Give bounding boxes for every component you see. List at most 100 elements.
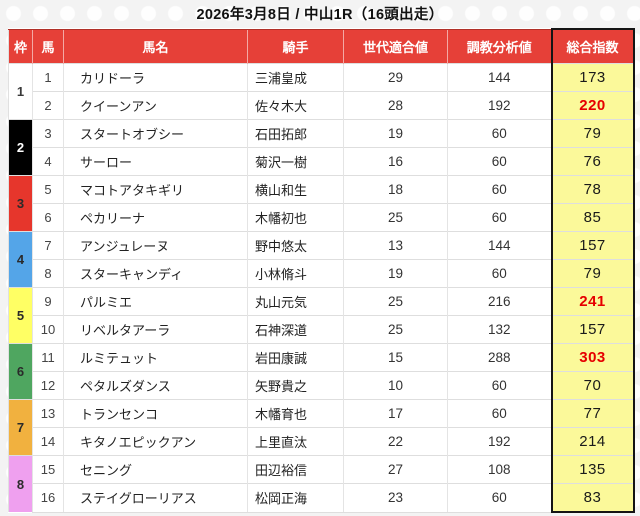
frame-cell: 7 [8,399,33,456]
generation-fit-cell: 15 [343,343,448,372]
training-analysis-cell: 216 [447,287,552,316]
table-row: 3 5 マコトアタキギリ 横山和生 18 60 78 [8,175,635,232]
horse-number-cell: 7 [32,231,64,260]
training-analysis-cell: 60 [447,259,552,288]
horse-number-cell: 6 [32,203,64,232]
col-header-horse-no: 馬 [32,28,64,64]
horse-name-cell: アンジュレーヌ [63,231,248,260]
jockey-cell: 矢野貴之 [247,371,344,400]
horse-name-cell: カリドーラ [63,63,248,92]
total-index-cell: 78 [550,175,635,204]
horse-name-cell: リベルタアーラ [63,315,248,344]
table-row: 12 ペタルズダンス 矢野貴之 10 60 70 [9,371,635,400]
jockey-cell: 木幡育也 [247,399,344,428]
horse-name-cell: キタノエピックアン [63,427,248,456]
training-analysis-cell: 60 [447,203,552,232]
total-index-cell: 85 [550,203,635,232]
horse-name-cell: ペカリーナ [63,203,248,232]
table-row: 4 サーロー 菊沢一樹 16 60 76 [9,147,635,176]
table-row: 14 キタノエピックアン 上里直汰 22 192 214 [9,427,635,456]
table-row: 8 スターキャンディ 小林脩斗 19 60 79 [9,259,635,288]
generation-fit-cell: 19 [343,119,448,148]
training-analysis-cell: 60 [447,175,552,204]
total-index-cell: 83 [550,483,635,513]
horse-number-cell: 4 [32,147,64,176]
frame-cell: 6 [8,343,33,400]
frame-cell: 2 [8,119,33,176]
jockey-cell: 石神深道 [247,315,344,344]
table-row: 5 9 パルミエ 丸山元気 25 216 241 [8,287,635,344]
training-analysis-cell: 60 [447,399,552,428]
training-analysis-cell: 60 [447,119,552,148]
horse-name-cell: トランセンコ [63,399,248,428]
frame-cell: 8 [8,455,33,512]
total-index-cell: 157 [550,315,635,344]
generation-fit-cell: 10 [343,371,448,400]
col-header-training-analysis: 調教分析値 [447,28,552,64]
table-row: 6 11 ルミテュット 岩田康誠 15 288 303 [8,343,635,400]
training-analysis-cell: 108 [447,455,552,484]
jockey-cell: 岩田康誠 [247,343,344,372]
total-index-cell: 173 [550,63,635,92]
total-index-cell: 220 [550,91,635,120]
horse-name-cell: ステイグローリアス [63,483,248,513]
jockey-cell: 上里直汰 [247,427,344,456]
table-row: 4 7 アンジュレーヌ 野中悠太 13 144 157 [8,231,635,288]
table-row: 1 1 カリドーラ 三浦皇成 29 144 173 [8,63,635,120]
generation-fit-cell: 29 [343,63,448,92]
training-analysis-cell: 192 [447,427,552,456]
training-analysis-cell: 60 [447,371,552,400]
frame-cell: 5 [8,287,33,344]
horse-name-cell: パルミエ [63,287,248,316]
total-index-cell: 241 [550,287,635,316]
page-title: 2026年3月8日 / 中山1R（16頭出走） [196,7,444,23]
frame-cell: 1 [8,63,33,120]
total-index-cell: 77 [550,399,635,428]
race-table: 枠 馬 馬名 騎手 世代適合値 調教分析値 総合指数 1 1 カリドーラ 三浦皇成 29… [8,28,635,513]
jockey-cell: 松岡正海 [247,483,344,513]
col-header-total-index: 総合指数 [550,28,635,64]
generation-fit-cell: 23 [343,483,448,513]
training-analysis-cell: 288 [447,343,552,372]
horse-name-cell: クイーンアン [63,91,248,120]
table-row: 7 13 トランセンコ 木幡育也 17 60 77 [8,399,635,456]
generation-fit-cell: 16 [343,147,448,176]
horse-number-cell: 10 [32,315,64,344]
table-row: 6 ペカリーナ 木幡初也 25 60 85 [9,203,635,232]
horse-name-cell: ペタルズダンス [63,371,248,400]
generation-fit-cell: 19 [343,259,448,288]
training-analysis-cell: 60 [447,147,552,176]
horse-number-cell: 9 [32,287,64,316]
horse-number-cell: 5 [32,175,64,204]
total-index-cell: 214 [550,427,635,456]
training-analysis-cell: 60 [447,483,552,513]
horse-number-cell: 14 [32,427,64,456]
training-analysis-cell: 144 [447,231,552,260]
total-index-cell: 76 [550,147,635,176]
horse-name-cell: サーロー [63,147,248,176]
generation-fit-cell: 13 [343,231,448,260]
horse-name-cell: スターキャンディ [63,259,248,288]
jockey-cell: 佐々木大 [247,91,344,120]
col-header-horse-name: 馬名 [63,28,248,64]
generation-fit-cell: 17 [343,399,448,428]
header-row: 枠 馬 馬名 騎手 世代適合値 調教分析値 総合指数 [8,28,635,64]
horse-number-cell: 12 [32,371,64,400]
horse-number-cell: 2 [32,91,64,120]
horse-number-cell: 1 [32,63,64,92]
col-header-generation-fit: 世代適合値 [343,28,448,64]
generation-fit-cell: 18 [343,175,448,204]
table-row: 8 15 セニング 田辺裕信 27 108 135 [8,455,635,512]
jockey-cell: 野中悠太 [247,231,344,260]
generation-fit-cell: 28 [343,91,448,120]
table-row: 10 リベルタアーラ 石神深道 25 132 157 [9,315,635,344]
table-row: 2 3 スタートオブシー 石田拓郎 19 60 79 [8,119,635,176]
training-analysis-cell: 132 [447,315,552,344]
horse-name-cell: ルミテュット [63,343,248,372]
horse-number-cell: 13 [32,399,64,428]
horse-name-cell: セニング [63,455,248,484]
jockey-cell: 三浦皇成 [247,63,344,92]
total-index-cell: 157 [550,231,635,260]
table-row: 2 クイーンアン 佐々木大 28 192 220 [9,91,635,120]
frame-cell: 4 [8,231,33,288]
